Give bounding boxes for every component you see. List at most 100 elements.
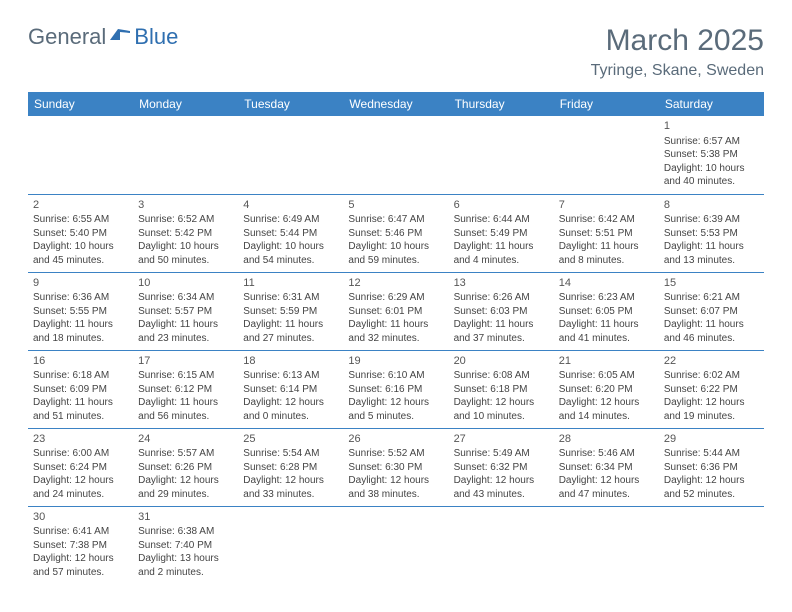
daylight-text: Daylight: 11 hours [33,318,128,332]
daylight-text: and 41 minutes. [559,332,654,346]
calendar-cell: 31Sunrise: 6:38 AMSunset: 7:40 PMDayligh… [133,506,238,584]
calendar-cell: 13Sunrise: 6:26 AMSunset: 6:03 PMDayligh… [449,272,554,350]
weekday-header: Tuesday [238,92,343,116]
sunset-text: Sunset: 5:40 PM [33,227,128,241]
day-number: 14 [559,276,654,291]
calendar-cell: 17Sunrise: 6:15 AMSunset: 6:12 PMDayligh… [133,350,238,428]
daylight-text: Daylight: 11 hours [243,318,338,332]
day-number: 10 [138,276,233,291]
daylight-text: Daylight: 13 hours [138,552,233,566]
sunset-text: Sunset: 6:20 PM [559,383,654,397]
day-number: 9 [33,276,128,291]
daylight-text: Daylight: 12 hours [33,552,128,566]
sunrise-text: Sunrise: 5:49 AM [454,447,549,461]
daylight-text: and 40 minutes. [664,175,759,189]
sunset-text: Sunset: 6:18 PM [454,383,549,397]
sunrise-text: Sunrise: 5:54 AM [243,447,338,461]
day-number: 1 [664,119,759,134]
sunrise-text: Sunrise: 5:44 AM [664,447,759,461]
calendar-cell [554,506,659,584]
daylight-text: Daylight: 10 hours [348,240,443,254]
calendar-cell: 15Sunrise: 6:21 AMSunset: 6:07 PMDayligh… [659,272,764,350]
calendar-cell: 2Sunrise: 6:55 AMSunset: 5:40 PMDaylight… [28,194,133,272]
calendar-cell [659,506,764,584]
daylight-text: and 50 minutes. [138,254,233,268]
day-number: 3 [138,198,233,213]
sunrise-text: Sunrise: 6:52 AM [138,213,233,227]
weekday-header: Saturday [659,92,764,116]
sunrise-text: Sunrise: 5:46 AM [559,447,654,461]
daylight-text: Daylight: 10 hours [243,240,338,254]
calendar-cell: 12Sunrise: 6:29 AMSunset: 6:01 PMDayligh… [343,272,448,350]
day-number: 8 [664,198,759,213]
daylight-text: and 38 minutes. [348,488,443,502]
weekday-header: Sunday [28,92,133,116]
day-number: 24 [138,432,233,447]
weekday-header: Friday [554,92,659,116]
daylight-text: and 19 minutes. [664,410,759,424]
calendar-cell [343,116,448,194]
calendar-cell: 18Sunrise: 6:13 AMSunset: 6:14 PMDayligh… [238,350,343,428]
day-number: 29 [664,432,759,447]
sunrise-text: Sunrise: 5:57 AM [138,447,233,461]
day-number: 18 [243,354,338,369]
weekday-header: Wednesday [343,92,448,116]
sunrise-text: Sunrise: 6:31 AM [243,291,338,305]
day-number: 30 [33,510,128,525]
page-title: March 2025 [591,24,764,58]
calendar-cell: 1Sunrise: 6:57 AMSunset: 5:38 PMDaylight… [659,116,764,194]
sunset-text: Sunset: 6:16 PM [348,383,443,397]
daylight-text: Daylight: 12 hours [138,474,233,488]
calendar-cell: 8Sunrise: 6:39 AMSunset: 5:53 PMDaylight… [659,194,764,272]
calendar-cell: 23Sunrise: 6:00 AMSunset: 6:24 PMDayligh… [28,428,133,506]
calendar-cell [343,506,448,584]
day-number: 6 [454,198,549,213]
calendar-cell: 6Sunrise: 6:44 AMSunset: 5:49 PMDaylight… [449,194,554,272]
sunrise-text: Sunrise: 6:08 AM [454,369,549,383]
sunrise-text: Sunrise: 6:29 AM [348,291,443,305]
calendar-cell: 20Sunrise: 6:08 AMSunset: 6:18 PMDayligh… [449,350,554,428]
daylight-text: and 57 minutes. [33,566,128,580]
daylight-text: Daylight: 11 hours [664,318,759,332]
calendar-row: 30Sunrise: 6:41 AMSunset: 7:38 PMDayligh… [28,506,764,584]
sunrise-text: Sunrise: 6:00 AM [33,447,128,461]
daylight-text: Daylight: 11 hours [664,240,759,254]
day-number: 16 [33,354,128,369]
sunset-text: Sunset: 5:53 PM [664,227,759,241]
daylight-text: and 23 minutes. [138,332,233,346]
daylight-text: and 52 minutes. [664,488,759,502]
sunrise-text: Sunrise: 6:44 AM [454,213,549,227]
sunset-text: Sunset: 6:34 PM [559,461,654,475]
calendar-cell: 14Sunrise: 6:23 AMSunset: 6:05 PMDayligh… [554,272,659,350]
day-number: 7 [559,198,654,213]
sunset-text: Sunset: 5:57 PM [138,305,233,319]
daylight-text: Daylight: 11 hours [559,318,654,332]
calendar-cell: 28Sunrise: 5:46 AMSunset: 6:34 PMDayligh… [554,428,659,506]
daylight-text: and 13 minutes. [664,254,759,268]
sunrise-text: Sunrise: 6:13 AM [243,369,338,383]
daylight-text: and 14 minutes. [559,410,654,424]
day-number: 12 [348,276,443,291]
sunrise-text: Sunrise: 6:49 AM [243,213,338,227]
calendar-body: 1Sunrise: 6:57 AMSunset: 5:38 PMDaylight… [28,116,764,584]
day-number: 25 [243,432,338,447]
daylight-text: Daylight: 12 hours [33,474,128,488]
daylight-text: Daylight: 12 hours [559,396,654,410]
calendar-cell: 10Sunrise: 6:34 AMSunset: 5:57 PMDayligh… [133,272,238,350]
sunset-text: Sunset: 6:05 PM [559,305,654,319]
logo: General Blue [28,24,178,50]
daylight-text: and 0 minutes. [243,410,338,424]
day-number: 28 [559,432,654,447]
flag-icon [110,26,132,47]
location: Tyringe, Skane, Sweden [591,62,764,80]
sunset-text: Sunset: 6:28 PM [243,461,338,475]
daylight-text: Daylight: 12 hours [664,474,759,488]
daylight-text: and 37 minutes. [454,332,549,346]
sunrise-text: Sunrise: 6:23 AM [559,291,654,305]
daylight-text: Daylight: 12 hours [454,396,549,410]
sunset-text: Sunset: 6:14 PM [243,383,338,397]
daylight-text: Daylight: 11 hours [138,396,233,410]
sunrise-text: Sunrise: 6:21 AM [664,291,759,305]
sunset-text: Sunset: 6:36 PM [664,461,759,475]
sunset-text: Sunset: 5:44 PM [243,227,338,241]
